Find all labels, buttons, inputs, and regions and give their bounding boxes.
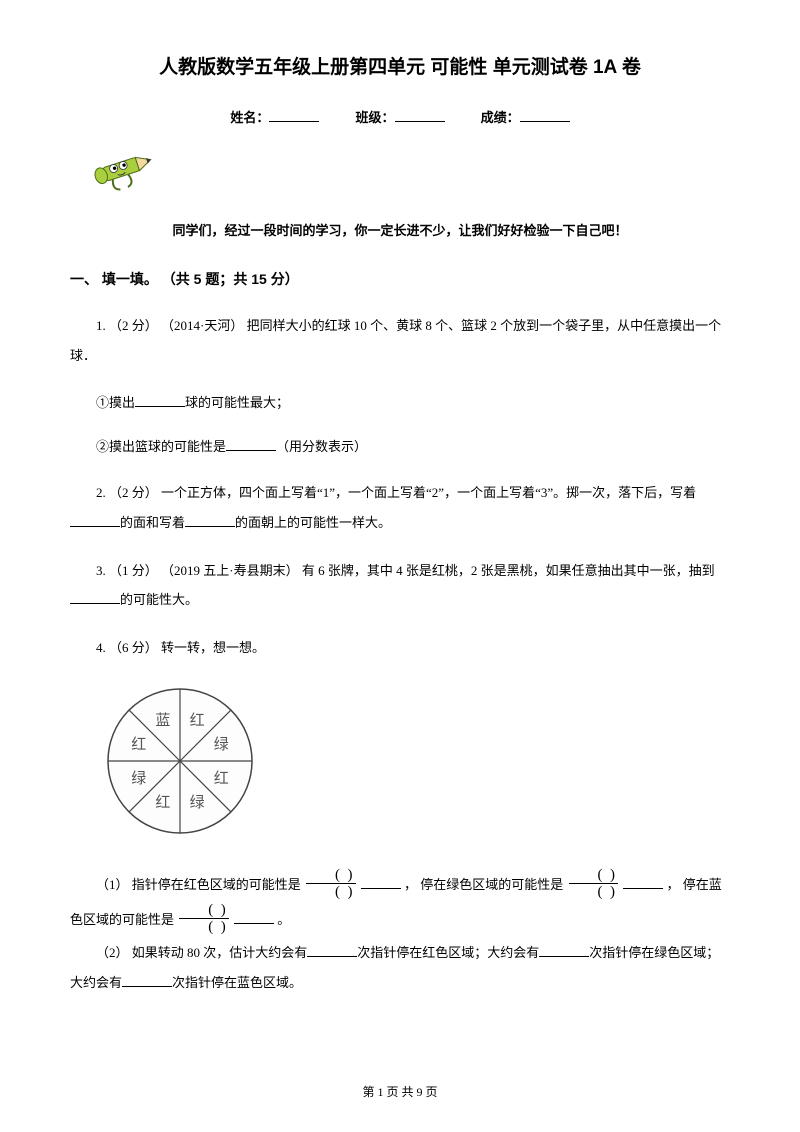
fraction-placeholder-3: ( )( ) bbox=[179, 902, 229, 936]
q4-blank-1[interactable] bbox=[361, 876, 401, 889]
name-label: 姓名： bbox=[230, 106, 269, 131]
fraction-placeholder-1: ( )( ) bbox=[306, 867, 356, 901]
section-1-header: 一、 填一填。 （共 5 题；共 15 分） bbox=[70, 266, 730, 293]
svg-text:绿: 绿 bbox=[190, 794, 205, 811]
q2-a: 2. （2 分） 一个正方体，四个面上写着“1”，一个面上写着“2”，一个面上写… bbox=[96, 485, 696, 500]
question-1-sub2: ②摸出篮球的可能性是 （用分数表示） bbox=[70, 433, 730, 462]
svg-text:红: 红 bbox=[190, 712, 205, 729]
q1-sub1-b: 球的可能性最大； bbox=[185, 395, 289, 410]
q3-blank[interactable] bbox=[70, 591, 120, 604]
q4-p1d: 。 bbox=[274, 912, 290, 927]
score-blank[interactable] bbox=[520, 109, 570, 122]
pencil-mascot bbox=[90, 141, 730, 205]
svg-text:红: 红 bbox=[155, 794, 170, 811]
footer-a: 第 bbox=[362, 1085, 377, 1099]
page-title: 人教版数学五年级上册第四单元 可能性 单元测试卷 1A 卷 bbox=[70, 50, 730, 86]
q1-blank-1[interactable] bbox=[135, 394, 185, 407]
question-2: 2. （2 分） 一个正方体，四个面上写着“1”，一个面上写着“2”，一个面上写… bbox=[70, 478, 730, 538]
fraction-placeholder-2: ( )( ) bbox=[569, 867, 619, 901]
q1-sub1-a: ①摸出 bbox=[96, 395, 135, 410]
q4-p2d: 次指针停在蓝色区域。 bbox=[172, 975, 302, 990]
score-label: 成绩： bbox=[481, 106, 520, 131]
q2-b: 的面和写着 bbox=[120, 515, 185, 530]
q4-p2a: （2） 如果转动 80 次，估计大约会有 bbox=[96, 945, 307, 960]
spinner-diagram: 红绿红绿红绿红蓝 bbox=[100, 681, 730, 850]
question-3: 3. （1 分） （2019 五上·寿县期末） 有 6 张牌，其中 4 张是红桃… bbox=[70, 556, 730, 616]
q2-c: 的面朝上的可能性一样大。 bbox=[235, 515, 391, 530]
q4-blank-5[interactable] bbox=[539, 944, 589, 957]
q3-a: 3. （1 分） （2019 五上·寿县期末） 有 6 张牌，其中 4 张是红桃… bbox=[96, 563, 715, 578]
student-info-line: 姓名： 班级： 成绩： bbox=[70, 106, 730, 131]
svg-text:红: 红 bbox=[214, 770, 229, 787]
svg-text:绿: 绿 bbox=[131, 770, 146, 787]
q1-blank-2[interactable] bbox=[226, 438, 276, 451]
svg-text:红: 红 bbox=[131, 736, 146, 753]
footer-c: 页 bbox=[423, 1085, 438, 1099]
question-4-stem: 4. （6 分） 转一转，想一想。 bbox=[70, 633, 730, 663]
q4-p1a: （1） 指针停在红色区域的可能性是 bbox=[96, 877, 304, 892]
class-label: 班级： bbox=[355, 106, 394, 131]
q4-blank-2[interactable] bbox=[623, 876, 663, 889]
question-4-part1: （1） 指针停在红色区域的可能性是 ( )( ) ， 停在绿色区域的可能性是 (… bbox=[70, 868, 730, 938]
question-4-part2: （2） 如果转动 80 次，估计大约会有次指针停在红色区域；大约会有次指针停在绿… bbox=[70, 938, 730, 998]
svg-text:绿: 绿 bbox=[214, 736, 229, 753]
footer-b: 页 共 bbox=[383, 1085, 416, 1099]
q4-blank-4[interactable] bbox=[307, 944, 357, 957]
q4-blank-6[interactable] bbox=[122, 974, 172, 987]
q3-b: 的可能性大。 bbox=[120, 592, 198, 607]
question-1-sub1: ①摸出 球的可能性最大； bbox=[70, 389, 730, 418]
q4-p1b: ， 停在绿色区域的可能性是 bbox=[401, 877, 567, 892]
question-1: 1. （2 分） （2014·天河） 把同样大小的红球 10 个、黄球 8 个、… bbox=[70, 311, 730, 371]
q2-blank-1[interactable] bbox=[70, 514, 120, 527]
greeting-text: 同学们，经过一段时间的学习，你一定长进不少，让我们好好检验一下自己吧！ bbox=[70, 219, 730, 244]
q1-sub2-b: （用分数表示） bbox=[276, 439, 367, 454]
q4-blank-3[interactable] bbox=[234, 911, 274, 924]
q4-p2b: 次指针停在红色区域；大约会有 bbox=[357, 945, 539, 960]
q1-sub2-a: ②摸出篮球的可能性是 bbox=[96, 439, 226, 454]
page-footer: 第 1 页 共 9 页 bbox=[0, 1081, 800, 1104]
q2-blank-2[interactable] bbox=[185, 514, 235, 527]
svg-text:蓝: 蓝 bbox=[155, 712, 170, 729]
class-blank[interactable] bbox=[395, 109, 445, 122]
name-blank[interactable] bbox=[269, 109, 319, 122]
